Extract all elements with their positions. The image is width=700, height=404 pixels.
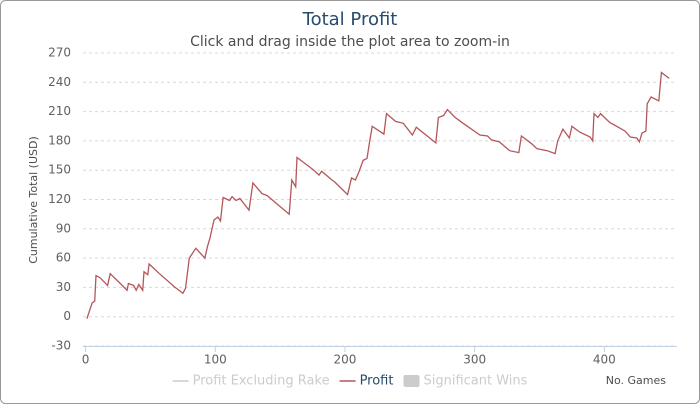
x-tick-label: 100: [204, 353, 227, 367]
legend-item[interactable]: Profit: [339, 374, 394, 389]
legend-label: Significant Wins: [423, 374, 527, 389]
y-tick-label: 0: [63, 309, 71, 323]
chart-subtitle: Click and drag inside the plot area to z…: [190, 34, 510, 50]
y-tick-label: 180: [48, 133, 71, 147]
y-tick-label: -30: [51, 339, 71, 353]
y-tick-label: 90: [56, 221, 71, 235]
chart-title: Total Profit: [302, 9, 398, 30]
profit-line: [86, 71, 670, 319]
y-axis-title: Cumulative Total (USD): [27, 136, 40, 264]
legend-label: Profit: [360, 374, 394, 389]
x-tick-label: 300: [463, 353, 486, 367]
x-tick-label: 200: [334, 353, 357, 367]
legend-symbol: [403, 375, 420, 387]
y-tick-label: 30: [56, 280, 71, 294]
y-tick-label: 210: [48, 104, 71, 118]
legend-label: Profit Excluding Rake: [193, 374, 330, 389]
y-tick-label: 270: [48, 46, 71, 60]
legend-item[interactable]: Profit Excluding Rake: [172, 374, 330, 389]
x-axis-title: No. Games: [606, 374, 667, 387]
x-tick-label: 400: [593, 353, 616, 367]
x-tick-label: 0: [82, 353, 90, 367]
y-tick-label: 240: [48, 75, 71, 89]
y-tick-label: 60: [56, 251, 71, 265]
y-tick-label: 150: [48, 163, 71, 177]
legend-item[interactable]: Significant Wins: [403, 374, 528, 389]
y-tick-label: 120: [48, 192, 71, 206]
